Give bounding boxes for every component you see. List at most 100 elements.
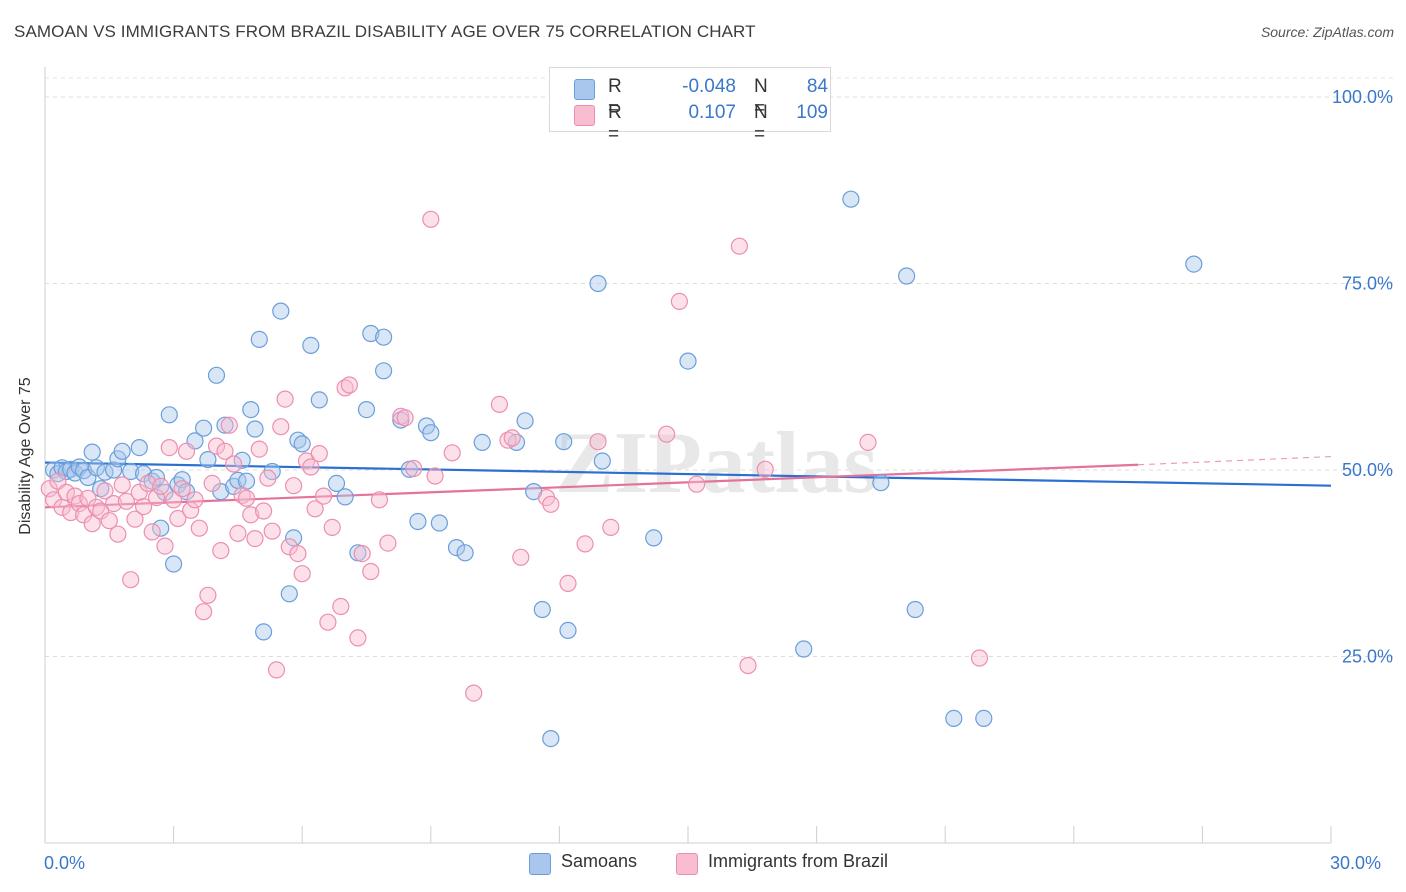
data-point [293,435,311,453]
axes [44,67,1332,844]
data-point [199,451,217,469]
data-point [143,523,161,541]
data-point [216,442,234,460]
data-point [375,328,393,346]
x-tick-min: 0.0% [44,853,86,873]
data-point [362,324,380,343]
data-point [370,491,388,509]
data-point [443,444,461,462]
data-point [246,529,264,548]
data-point [220,416,238,434]
data-point [602,518,620,537]
data-point [422,424,440,442]
data-point [246,420,264,438]
data-point [975,709,993,728]
data-point [679,352,697,370]
data-point [74,506,93,524]
r-value: 0.107 [688,102,736,123]
data-point [289,544,307,563]
chart-title: SAMOAN VS IMMIGRANTS FROM BRAZIL DISABIL… [14,22,756,41]
data-point [353,544,371,563]
data-point [177,442,196,460]
data-point [62,503,80,522]
samoans-swatch [574,79,595,100]
brazil-swatch [574,105,595,126]
data-point [447,538,466,557]
data-point [396,409,414,427]
data-point [160,439,178,457]
data-point [130,439,148,457]
data-point [280,585,298,603]
data-point [109,525,127,543]
data-point [182,501,200,519]
data-point [259,469,277,487]
stats-legend: R = -0.048 N = 84 R = 0.107 N = 109 [549,67,831,145]
data-point [156,537,174,555]
data-point [645,529,663,547]
data-point [456,544,474,562]
data-point [117,492,136,510]
y-tick-label: 50.0% [1342,460,1393,480]
data-point [589,274,607,293]
data-point [332,597,350,616]
data-point [409,512,427,531]
data-point [169,509,187,528]
data-point [83,515,101,533]
n-label: N = [754,102,768,145]
data-point [542,729,560,748]
data-point [147,468,166,487]
data-point [362,562,380,581]
data-point [945,709,963,728]
series-brazil [40,210,989,702]
data-point [559,574,577,593]
r-label: R = [608,102,622,145]
data-point [229,524,247,543]
data-points [40,190,1203,748]
data-point [195,603,213,621]
data-point [272,418,290,436]
data-point [199,586,217,604]
data-point [357,401,376,419]
data-point [280,538,298,556]
data-point [503,429,521,447]
data-point [340,376,358,394]
series-samoans [44,190,1203,748]
data-point [430,514,448,532]
y-tick-label: 100.0% [1332,87,1393,107]
data-point [195,419,213,437]
data-point [533,600,551,619]
data-point [255,623,273,641]
data-point [113,442,131,460]
data-point [242,401,260,419]
x-tick-max: 30.0% [1330,853,1382,873]
y-tick-labels: 25.0% 50.0% 75.0% 100.0% [1332,87,1393,667]
data-point [122,571,140,589]
n-label: N = [754,76,768,119]
data-point [473,433,491,451]
gridlines [45,77,1393,657]
data-point [739,656,757,675]
trendline-brazil [44,463,1139,509]
data-point [970,649,989,667]
data-point [122,462,140,481]
data-point [70,495,88,513]
data-point [542,495,560,513]
data-point [203,474,221,492]
data-point [267,661,286,679]
data-point [135,498,153,516]
y-tick-label: 75.0% [1342,274,1393,294]
data-point [276,390,294,408]
data-point [589,433,607,451]
data-point [859,433,877,451]
data-point [1185,255,1203,273]
data-point [302,336,320,354]
data-point [237,472,256,490]
data-point [250,330,268,348]
data-point [559,621,577,640]
data-point [872,474,890,492]
data-point [315,487,333,505]
data-point [465,684,483,702]
trendline-samoans [44,461,1332,487]
data-point [730,237,749,255]
